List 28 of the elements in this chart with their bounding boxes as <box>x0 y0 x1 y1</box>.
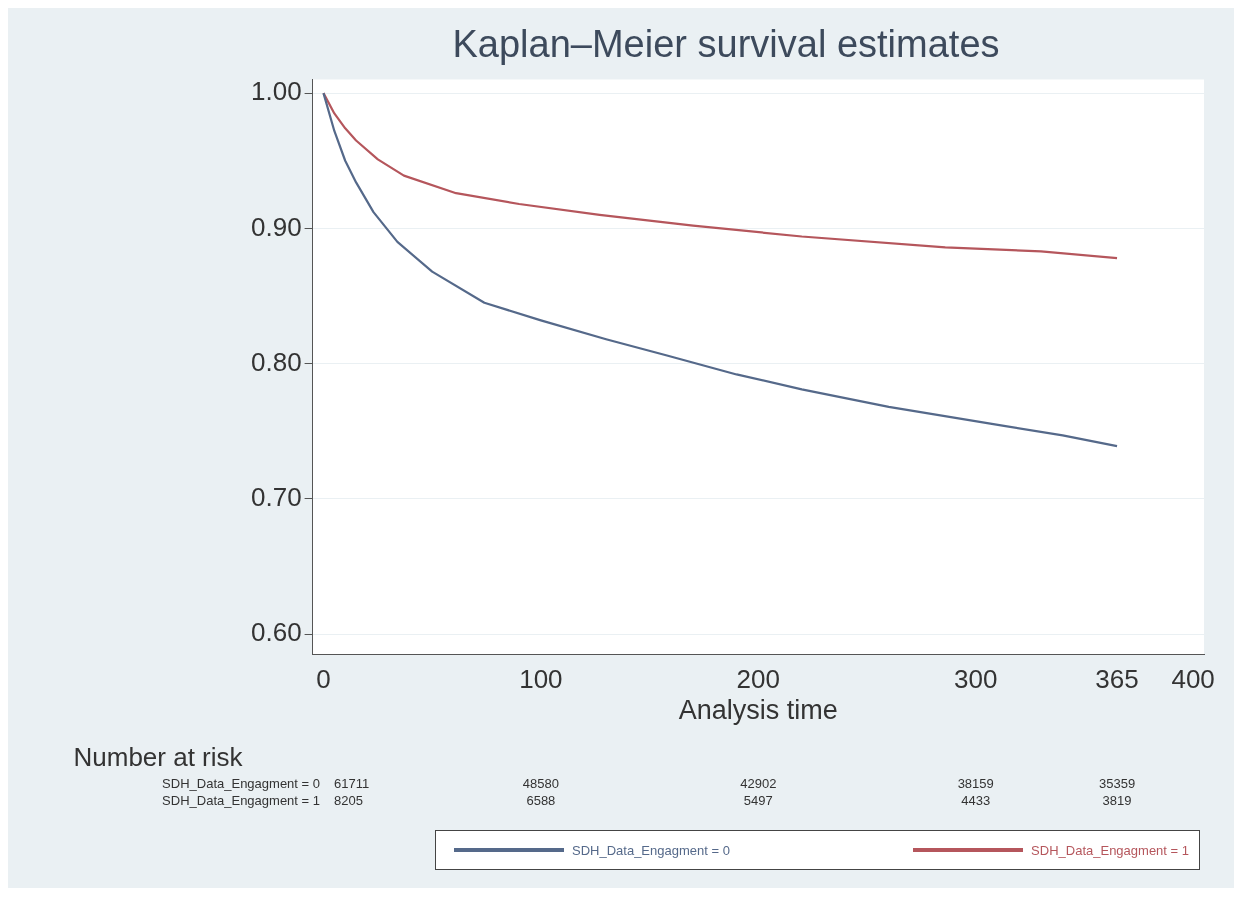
x-tick-label: 0 <box>316 664 331 695</box>
text: SDH_Data_Engagment = 1 <box>1031 842 1189 858</box>
chart-title: Kaplan–Meier survival estimates <box>452 23 1000 66</box>
y-tick-label: 1.00 <box>250 76 302 107</box>
x-tick-label: 300 <box>954 664 998 695</box>
y-tick-label: 0.70 <box>250 482 302 513</box>
text: 48580 <box>522 776 559 791</box>
text: 38159 <box>957 776 994 791</box>
text: 61711 <box>334 776 370 791</box>
y-tick-label: 0.90 <box>250 211 302 242</box>
x-tick-label: 100 <box>519 664 563 695</box>
text: SDH_Data_Engagment = 0 <box>162 776 320 791</box>
y-tick-label: 0.80 <box>250 346 302 377</box>
y-tick-label: 0.60 <box>250 617 302 648</box>
text: 8205 <box>334 793 363 808</box>
text: SDH_Data_Engagment = 1 <box>162 793 320 808</box>
x-axis-title: Analysis time <box>678 695 838 726</box>
text: 5497 <box>743 793 773 808</box>
text: SDH_Data_Engagment = 0 <box>572 842 730 858</box>
x-tick-label: 200 <box>736 664 780 695</box>
x-tick-label: 365 <box>1095 664 1139 695</box>
text: 35359 <box>1098 776 1136 791</box>
text: Number at risk <box>73 742 244 772</box>
text: 4433 <box>961 793 991 808</box>
text: 6588 <box>526 793 556 808</box>
text: 42902 <box>740 776 777 791</box>
x-tick-label: 400 <box>1171 664 1215 695</box>
text: 3819 <box>1102 793 1132 808</box>
